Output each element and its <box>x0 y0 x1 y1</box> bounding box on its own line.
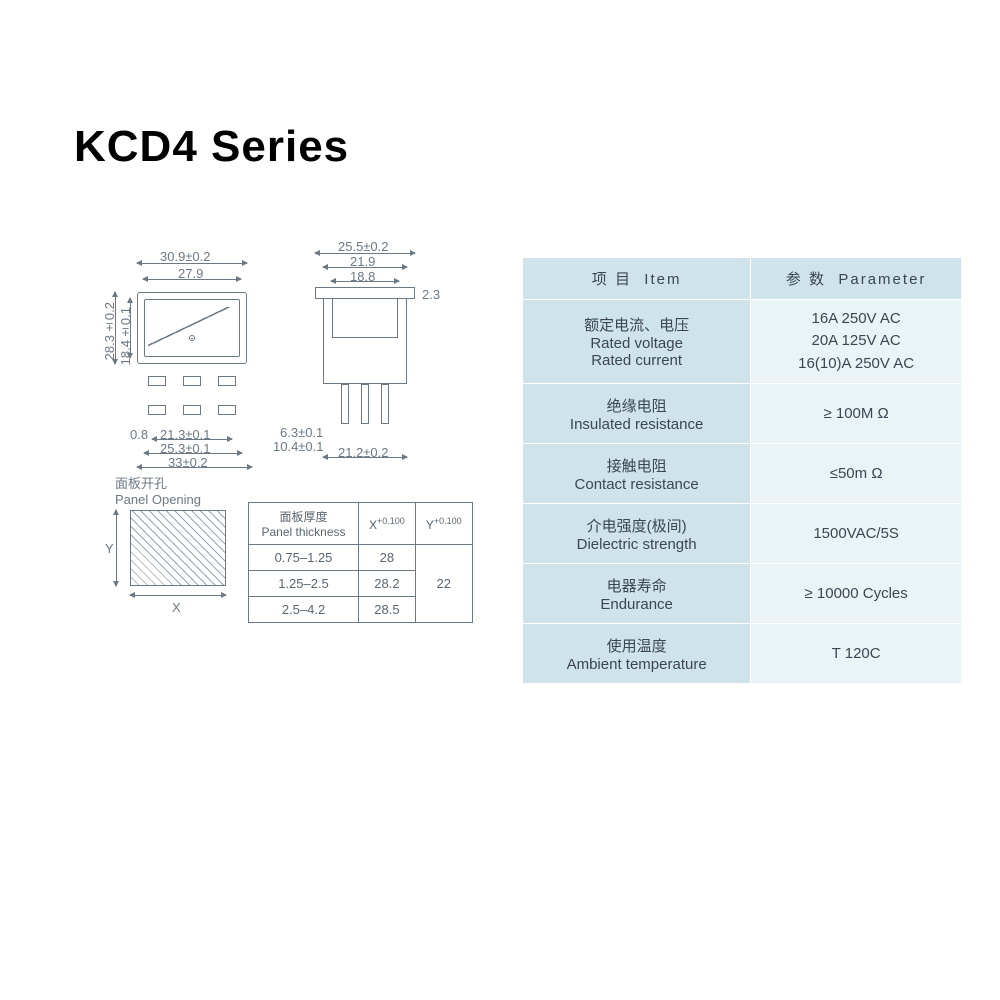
dim-front-overall: 33±0.2 <box>168 455 208 470</box>
spec-row: 额定电流、电压 Rated voltage Rated current 16A … <box>523 300 962 384</box>
dim-side-top-mid: 21.9 <box>350 254 375 269</box>
dim-front-top-inner: 27.9 <box>178 266 203 281</box>
dim-front-pin-span: 21.3±0.1 <box>160 427 211 442</box>
dim-front-body-w: 25.3±0.1 <box>160 441 211 456</box>
dim-side-bottom: 21.2±0.2 <box>338 445 389 460</box>
page-title: KCD4 Series <box>74 122 349 172</box>
side-view-body <box>323 299 407 384</box>
panel-thickness-table: 面板厚度 Panel thickness X+0.100 Y+0.100 0.7… <box>248 502 473 623</box>
panel-opening-label: 面板开孔 Panel Opening <box>115 473 201 507</box>
spec-th-param: 参 数 Parameter <box>751 258 962 300</box>
dim-side-pin-a: 6.3±0.1 <box>280 425 323 440</box>
dim-side-flange: 2.3 <box>422 287 440 302</box>
th-thickness: 面板厚度 Panel thickness <box>249 503 359 545</box>
thick-row: 0.75–1.25 28 22 <box>249 545 473 571</box>
dim-front-left-outer: 28.3±0.2 <box>102 302 117 360</box>
th-y: Y+0.100 <box>415 503 472 545</box>
dim-front-0-8: 0.8 <box>130 427 148 442</box>
spec-th-item: 项 目 Item <box>523 258 751 300</box>
panel-x-label: X <box>172 600 181 615</box>
spec-row: 接触电阻Contact resistance ≤50m Ω <box>523 444 962 504</box>
front-view-pins <box>148 366 236 424</box>
spec-row: 介电强度(极间)Dielectric strength 1500VAC/5S <box>523 504 962 564</box>
panel-opening-rect <box>130 510 226 586</box>
front-view-body <box>137 292 247 364</box>
spec-row: 绝缘电阻Insulated resistance ≥ 100M Ω <box>523 384 962 444</box>
dim-side-top-inner: 18.8 <box>350 269 375 284</box>
spec-row: 使用温度Ambient temperature T 120C <box>523 624 962 684</box>
dim-front-left-inner: 18.4±0.1 <box>118 307 133 365</box>
dim-side-pin-b: 10.4±0.1 <box>273 439 324 454</box>
spec-table: 项 目 Item 参 数 Parameter 额定电流、电压 Rated vol… <box>522 257 962 684</box>
dim-side-top-outer: 25.5±0.2 <box>338 239 389 254</box>
side-view-pins <box>335 384 395 424</box>
side-view-flange <box>315 287 415 299</box>
spec-row: 电器寿命Endurance ≥ 10000 Cycles <box>523 564 962 624</box>
panel-y-label: Y <box>105 541 114 556</box>
th-x: X+0.100 <box>359 503 416 545</box>
dim-front-top-outer: 30.9±0.2 <box>160 249 211 264</box>
